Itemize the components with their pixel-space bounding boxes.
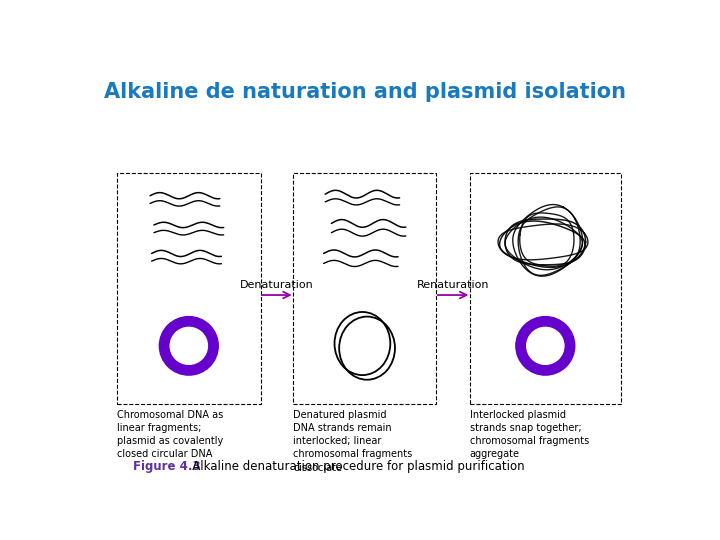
Text: Chromosomal DNA as
linear fragments;
plasmid as covalently
closed circular DNA: Chromosomal DNA as linear fragments; pla… <box>117 410 223 460</box>
Circle shape <box>159 316 218 375</box>
Circle shape <box>516 316 575 375</box>
Text: Figure 4.3: Figure 4.3 <box>132 460 200 473</box>
Circle shape <box>527 327 564 365</box>
Text: Denaturation: Denaturation <box>240 280 314 291</box>
Text: Renaturation: Renaturation <box>417 280 490 291</box>
Circle shape <box>170 327 207 365</box>
Text: Denatured plasmid
DNA strands remain
interlocked; linear
chromosomal fragments
d: Denatured plasmid DNA strands remain int… <box>293 410 413 472</box>
Text: Interlocked plasmid
strands snap together;
chromosomal fragments
aggregate: Interlocked plasmid strands snap togethe… <box>469 410 589 460</box>
Text: Alkaline de naturation and plasmid isolation: Alkaline de naturation and plasmid isola… <box>104 82 626 102</box>
Text: Alkaline denaturation procedure for plasmid purification: Alkaline denaturation procedure for plas… <box>181 460 525 473</box>
